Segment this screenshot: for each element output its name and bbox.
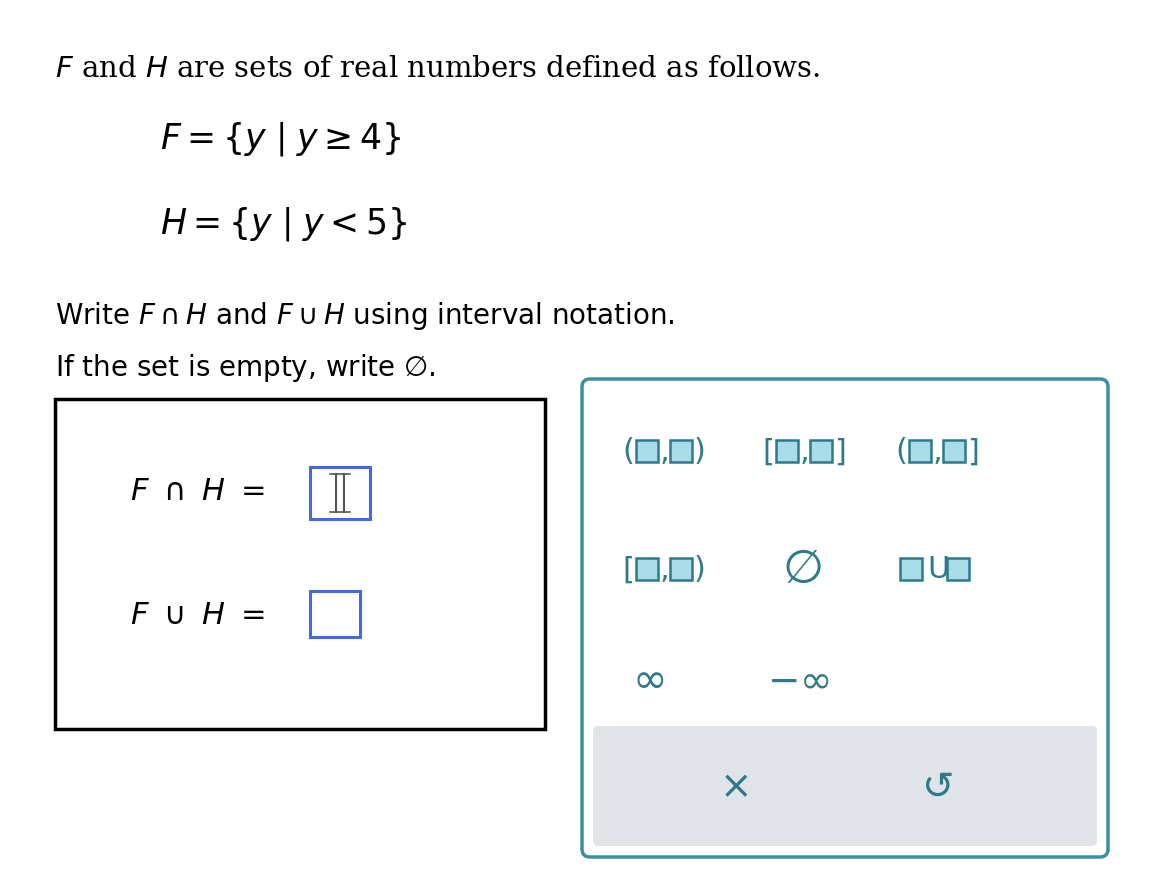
Bar — [670, 440, 692, 462]
Bar — [310, 467, 370, 519]
Bar — [670, 559, 692, 581]
Bar — [55, 400, 545, 729]
Bar — [900, 559, 922, 581]
Bar — [908, 440, 932, 462]
Text: $\mathit{F}\ \cap\ \mathit{H}\ =$: $\mathit{F}\ \cap\ \mathit{H}\ =$ — [130, 477, 264, 506]
Text: [: [ — [622, 555, 634, 584]
FancyBboxPatch shape — [582, 380, 1107, 857]
Bar — [943, 440, 965, 462]
Bar — [946, 559, 969, 581]
Text: ,: , — [800, 437, 810, 466]
Text: $\circlearrowleft$: $\circlearrowleft$ — [914, 767, 953, 805]
Text: ,: , — [933, 437, 943, 466]
Bar — [310, 591, 360, 638]
Text: $\varnothing$: $\varnothing$ — [782, 547, 821, 592]
Text: Write $\mathit{F}\cap \mathit{H}$ and $\mathit{F}\cup \mathit{H}$ using interval: Write $\mathit{F}\cap \mathit{H}$ and $\… — [55, 300, 675, 332]
Text: ): ) — [693, 555, 706, 584]
Text: $\mathit{F}\ \cup\ \mathit{H}\ =$: $\mathit{F}\ \cup\ \mathit{H}\ =$ — [130, 600, 264, 629]
Text: (: ( — [622, 437, 634, 466]
FancyBboxPatch shape — [593, 726, 1097, 846]
Bar — [636, 440, 658, 462]
Text: ]: ] — [834, 437, 846, 466]
Text: $\mathit{F}=\{y \mid y\geq4\}$: $\mathit{F}=\{y \mid y\geq4\}$ — [160, 120, 401, 158]
Text: U: U — [927, 555, 949, 584]
Bar — [776, 440, 798, 462]
Text: ×: × — [720, 767, 752, 805]
Text: (: ( — [895, 437, 907, 466]
Bar — [810, 440, 831, 462]
Text: $-\infty$: $-\infty$ — [767, 660, 830, 698]
Text: [: [ — [762, 437, 774, 466]
Text: $\mathit{F}$ and $\mathit{H}$ are sets of real numbers defined as follows.: $\mathit{F}$ and $\mathit{H}$ are sets o… — [55, 55, 820, 83]
Text: If the set is empty, write $\emptyset$.: If the set is empty, write $\emptyset$. — [55, 352, 436, 383]
Text: ,: , — [660, 555, 669, 584]
Text: ): ) — [693, 437, 706, 466]
Text: ]: ] — [967, 437, 979, 466]
Bar — [636, 559, 658, 581]
Text: ,: , — [660, 437, 669, 466]
Text: $\mathit{H}=\{y \mid y<5\}$: $\mathit{H}=\{y \mid y<5\}$ — [160, 204, 407, 243]
Text: $\infty$: $\infty$ — [632, 659, 665, 700]
